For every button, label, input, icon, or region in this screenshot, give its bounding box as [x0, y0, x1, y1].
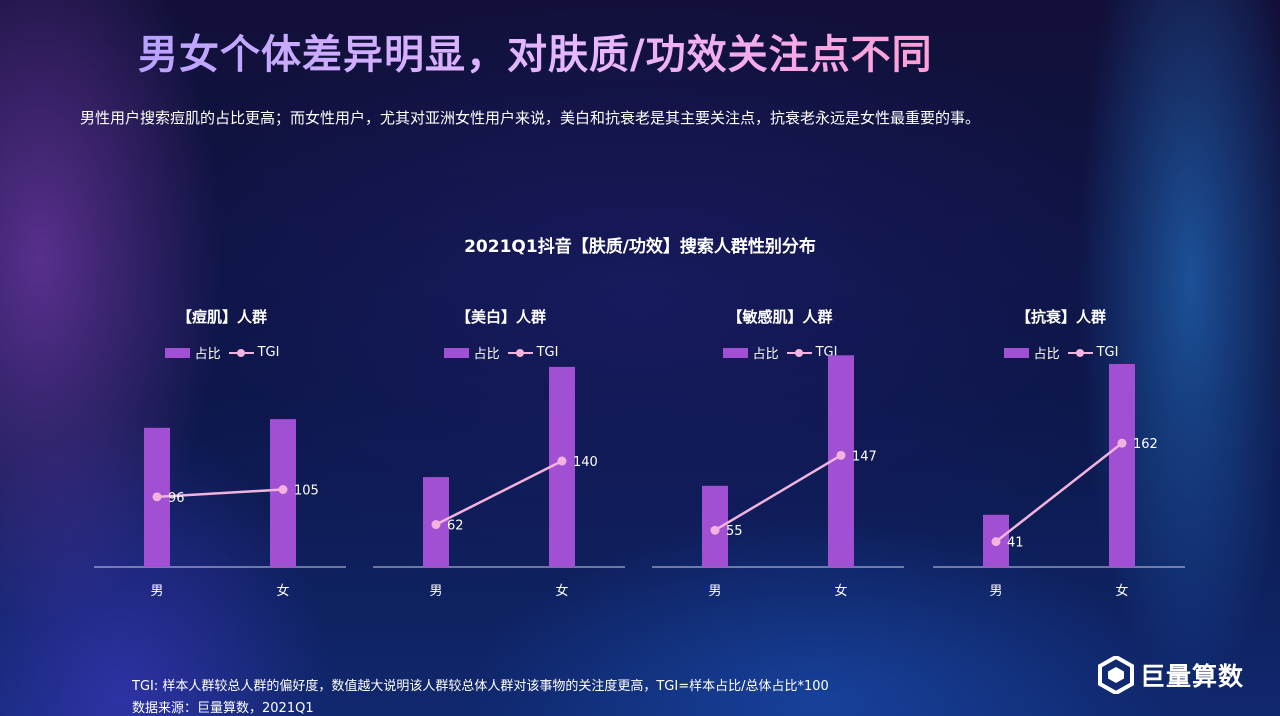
legend-item-line: TGI [1067, 345, 1119, 360]
tgi-point [710, 525, 720, 535]
logo-text: 巨量算数 [1140, 662, 1245, 691]
legend: 占比 TGI [373, 343, 629, 362]
legend-item-bar: 占比 [443, 343, 500, 362]
legend-item-line: TGI [507, 345, 559, 360]
tgi-data-label: 96 [168, 491, 185, 506]
x-tick-label: 女 [555, 583, 568, 599]
legend-bar-label: 占比 [1033, 347, 1060, 362]
tgi-data-label: 105 [294, 484, 319, 499]
tgi-data-label: 55 [726, 524, 743, 539]
tgi-point [991, 537, 1001, 547]
brand-logo: 巨量算数 [1098, 656, 1244, 694]
x-tick-label: 女 [276, 583, 289, 599]
tgi-line [156, 488, 284, 499]
legend-item-bar: 占比 [1003, 343, 1060, 362]
panel-title: 【敏感肌】人群 [727, 308, 833, 326]
chart-svg: 男 女 96 105 [94, 419, 346, 599]
tgi-data-label: 62 [447, 519, 464, 534]
legend: 占比 TGI [933, 343, 1189, 362]
tgi-point [836, 450, 846, 460]
tgi-footnote: TGI: 样本人群较总人群的偏好度，数值越大说明该人群较总体人群对该事物的关注度… [132, 679, 829, 694]
tgi-data-label: 147 [852, 449, 877, 464]
tgi-point [431, 520, 441, 530]
legend-line-swatch [1067, 347, 1093, 359]
x-tick-label: 男 [150, 584, 163, 599]
page-title: 男女个体差异明显，对肤质/功效关注点不同 [138, 22, 933, 80]
tgi-point [557, 456, 567, 466]
chart-panel-2: 【美白】人群占比 TGI 男 女 62 140 [373, 300, 629, 610]
chart-section-title: 2021Q1抖音【肤质/功效】搜索人群性别分布 [464, 237, 816, 257]
x-tick-label: 男 [989, 584, 1002, 599]
legend-bar-swatch [722, 347, 748, 358]
legend-line-swatch [786, 347, 812, 359]
legend-item-line: TGI [228, 345, 280, 360]
legend-line-swatch [228, 347, 254, 359]
x-tick-label: 男 [429, 584, 442, 599]
chart-panel-4: 【抗衰】人群占比 TGI 男 女 41 162 [933, 300, 1189, 610]
tgi-data-label: 41 [1007, 536, 1024, 551]
source-footnote: 数据来源：巨量算数，2021Q1 [132, 701, 314, 716]
legend-bar-swatch [1003, 347, 1029, 358]
legend-bar-label: 占比 [473, 347, 500, 362]
tgi-point [278, 485, 288, 495]
x-tick-label: 女 [1115, 583, 1128, 599]
bar-female [1109, 364, 1135, 567]
legend-bar-label: 占比 [194, 347, 221, 362]
legend-line-label: TGI [257, 345, 280, 360]
legend-bar-label: 占比 [752, 347, 779, 362]
tgi-line [995, 442, 1123, 543]
tgi-data-label: 162 [1133, 437, 1158, 452]
legend-bar-swatch [164, 347, 190, 358]
juliang-logo-icon [1098, 656, 1134, 694]
legend-item-bar: 占比 [722, 343, 779, 362]
panel-title: 【痘肌】人群 [176, 308, 267, 326]
legend-line-label: TGI [1096, 345, 1119, 360]
chart-panel-1: 【痘肌】人群占比 TGI 男 女 96 105 [94, 300, 350, 610]
legend-bar-swatch [443, 347, 469, 358]
tgi-point [1117, 438, 1127, 448]
chart-panel-3: 【敏感肌】人群 占比 TGI 男女 55 147 [652, 300, 908, 610]
legend-item-bar: 占比 [164, 343, 221, 362]
legend-line-swatch [507, 347, 533, 359]
tgi-point [152, 492, 162, 502]
legend-line-label: TGI [536, 345, 559, 360]
panel-title: 【抗衰】人群 [1015, 308, 1106, 326]
panel-title: 【美白】人群 [455, 308, 546, 326]
chart-svg: 男 女 55 147 [652, 355, 904, 599]
x-tick-label: 女 [834, 583, 847, 599]
chart-svg: 男 女 41 162 [933, 364, 1185, 599]
x-tick-label: 男 [708, 584, 721, 599]
tgi-line [435, 459, 563, 526]
legend: 占比 TGI [94, 343, 350, 362]
bar-female [549, 366, 575, 567]
chart-svg: 男 女 62 140 [373, 366, 625, 599]
page-subtitle: 男性用户搜索痘肌的占比更高；而女性用户，尤其对亚洲女性用户来说，美白和抗衰老是其… [80, 109, 981, 127]
tgi-line [714, 454, 842, 532]
tgi-data-label: 140 [573, 455, 598, 470]
